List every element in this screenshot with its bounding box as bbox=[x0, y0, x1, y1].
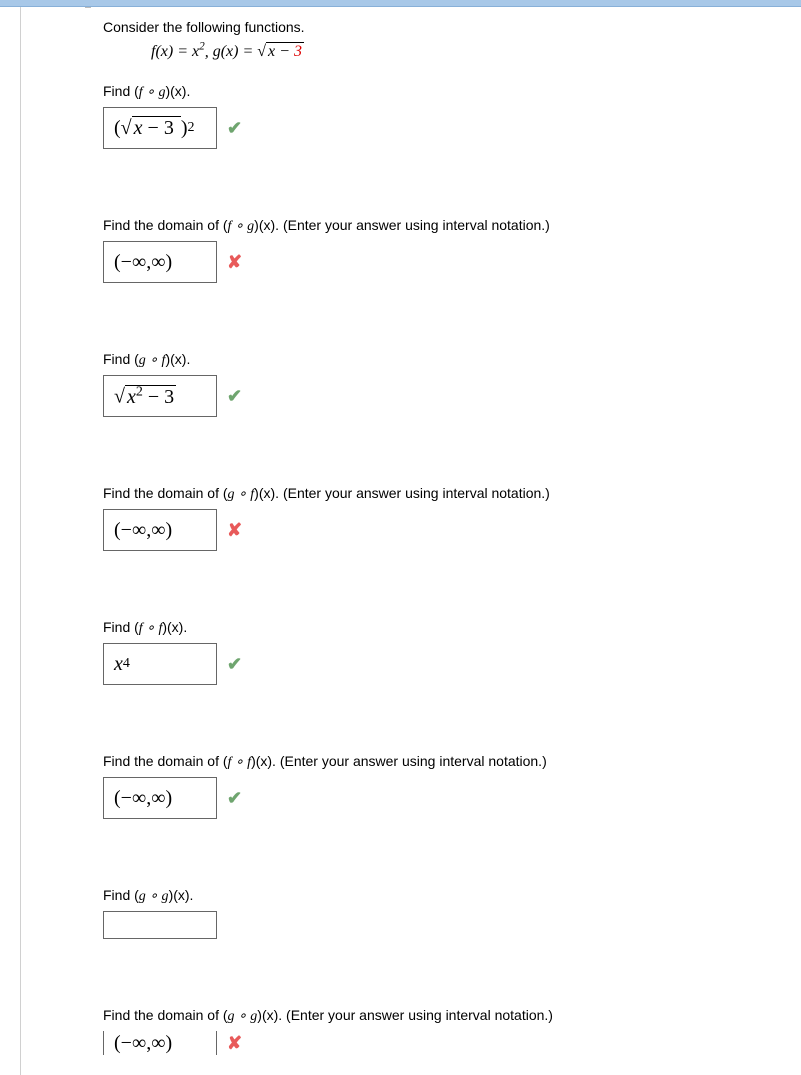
answer-input[interactable]: √x2 − 3 bbox=[103, 375, 217, 417]
prompt-text: Find (f ∘ g)(x). bbox=[103, 83, 771, 101]
question-content: Consider the following functions. f(x) =… bbox=[20, 7, 801, 1075]
g-def: g(x) = √x − 3 bbox=[213, 43, 304, 60]
prompt-text: Find (g ∘ g)(x). bbox=[103, 887, 771, 905]
answer-row bbox=[103, 911, 771, 939]
prompt-text: Find (f ∘ f)(x). bbox=[103, 619, 771, 637]
answer-input[interactable]: (−∞, ∞) bbox=[103, 509, 217, 551]
answer-input[interactable]: (−∞, ∞) bbox=[103, 777, 217, 819]
answer-input[interactable] bbox=[103, 911, 217, 939]
question-blocks: Find (f ∘ g)(x). (√x − 3 )2 ✔ Find the doma… bbox=[103, 83, 771, 1055]
answer-input[interactable]: x4 bbox=[103, 643, 217, 685]
answer-input[interactable]: (−∞, ∞) bbox=[103, 1031, 217, 1055]
question-intro: Consider the following functions. bbox=[103, 19, 771, 35]
answer-row: (−∞, ∞) ✘ bbox=[103, 241, 771, 283]
answer-input[interactable]: (−∞, ∞) bbox=[103, 241, 217, 283]
cross-icon: ✘ bbox=[227, 520, 242, 541]
separator: , bbox=[205, 43, 213, 60]
check-icon: ✔ bbox=[227, 118, 242, 139]
answer-row: (−∞, ∞) ✘ bbox=[103, 509, 771, 551]
function-definitions: f(x) = x2, g(x) = √x − 3 bbox=[151, 41, 771, 61]
answer-input[interactable]: (√x − 3 )2 bbox=[103, 107, 217, 149]
prompt-text: Find the domain of (f ∘ f)(x). (Enter yo… bbox=[103, 753, 771, 771]
margin-tick bbox=[85, 7, 91, 8]
prompt-text: Find the domain of (g ∘ f)(x). (Enter yo… bbox=[103, 485, 771, 503]
check-icon: ✔ bbox=[227, 386, 242, 407]
check-icon: ✔ bbox=[227, 654, 242, 675]
answer-row: (−∞, ∞) ✔ bbox=[103, 777, 771, 819]
prompt-text: Find the domain of (g ∘ g)(x). (Enter yo… bbox=[103, 1007, 771, 1025]
answer-row: x4 ✔ bbox=[103, 643, 771, 685]
answer-row: (√x − 3 )2 ✔ bbox=[103, 107, 771, 149]
prompt-text: Find (g ∘ f)(x). bbox=[103, 351, 771, 369]
cross-icon: ✘ bbox=[227, 252, 242, 273]
f-def: f(x) = x2 bbox=[151, 43, 205, 60]
top-accent-bar bbox=[0, 0, 801, 7]
check-icon: ✔ bbox=[227, 788, 242, 809]
answer-row: (−∞, ∞) ✘ bbox=[103, 1031, 771, 1055]
prompt-text: Find the domain of (f ∘ g)(x). (Enter yo… bbox=[103, 217, 771, 235]
cross-icon: ✘ bbox=[227, 1033, 242, 1054]
answer-row: √x2 − 3 ✔ bbox=[103, 375, 771, 417]
